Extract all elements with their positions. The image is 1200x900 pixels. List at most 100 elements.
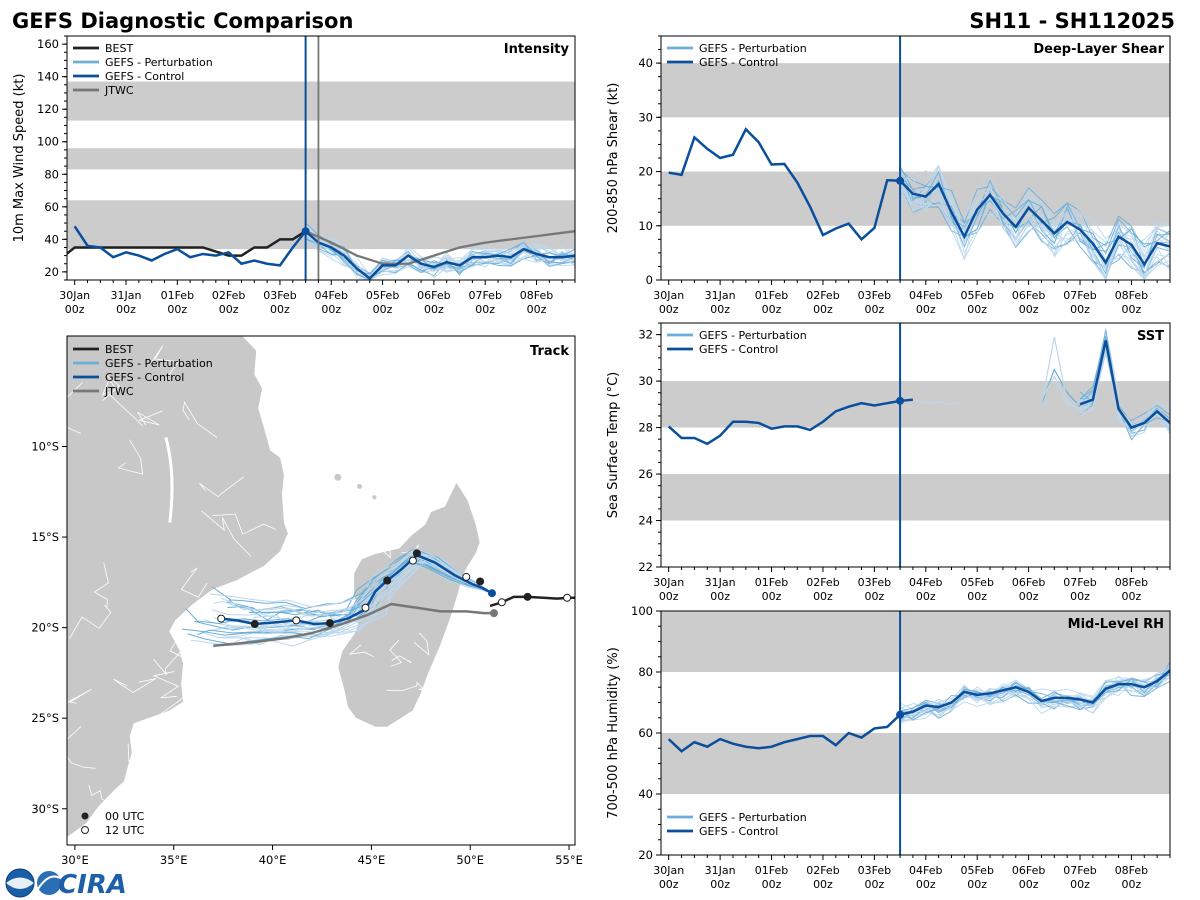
track-lat-tick-label: 20°S (31, 621, 59, 635)
rh-xtick-hour: 00z (659, 878, 679, 891)
admin-boundary (348, 644, 374, 657)
sst-title: SST (1137, 329, 1164, 344)
shear-perturbation-member (899, 177, 1170, 270)
rh-legend-label: GEFS - Control (699, 825, 778, 838)
sst-xtick-hour: 00z (1019, 590, 1039, 603)
track-best-marker (523, 592, 532, 601)
shear-xtick-hour: 00z (710, 303, 730, 316)
sst-band-0 (661, 474, 1170, 521)
sst-perturbation-member (1079, 331, 1107, 400)
track-plot-area (67, 336, 582, 839)
island (575, 644, 582, 651)
intensity-jtwc-line (305, 230, 575, 265)
track-perturbation-member (181, 559, 493, 636)
sst-xtick-label: 31Jan (705, 576, 736, 589)
shear-xtick-label: 02Feb (806, 289, 839, 302)
admin-boundary (413, 632, 430, 656)
sst-xtick-label: 05Feb (960, 576, 993, 589)
intensity-xtick-hour: 00z (65, 303, 85, 316)
rh-xtick-label: 31Jan (705, 864, 736, 877)
lake-malawi (164, 437, 174, 523)
admin-boundary (198, 476, 245, 498)
shear-xtick-label: 01Feb (755, 289, 788, 302)
sst-ylabel: Sea Surface Temp (°C) (606, 372, 621, 519)
intensity-xtick-label: 02Feb (212, 289, 245, 302)
legend-12utc-label: 12 UTC (105, 824, 145, 837)
rh-band-1 (661, 611, 1170, 672)
track-perturbation-member (187, 559, 493, 645)
track-control-marker (361, 603, 370, 612)
noaa-logo (5, 868, 35, 898)
rh-xtick-hour: 00z (1019, 878, 1039, 891)
sst-perturbation-member (1040, 336, 1081, 405)
track-lon-tick-label: 50°E (456, 853, 484, 867)
admin-boundary (180, 567, 208, 598)
sst-xtick-label: 01Feb (755, 576, 788, 589)
rh-xtick-hour: 00z (1122, 878, 1142, 891)
shear-xtick-hour: 00z (1070, 303, 1090, 316)
track-control-marker (412, 549, 421, 558)
track-lon-tick-label: 35°E (160, 853, 188, 867)
track-legend-label: JTWC (104, 385, 134, 398)
rh-ytick-label: 40 (638, 787, 653, 801)
rh-band-0 (661, 733, 1170, 794)
track-perturbation-member (214, 555, 493, 633)
admin-boundary (212, 513, 277, 535)
shear-xtick-label: 06Feb (1012, 289, 1045, 302)
shear-xtick-hour: 00z (762, 303, 782, 316)
intensity-legend-label: JTWC (104, 84, 134, 97)
madagascar-land (337, 480, 481, 728)
intensity-ytick-label: 120 (37, 102, 59, 116)
track-frame (66, 335, 576, 846)
track-panel: 30°E 35°E 40°E 45°E 50°E 55°E 10°S 15°S 20°S 25°S… (31, 335, 583, 867)
admin-boundary (201, 510, 252, 557)
rh-xtick-label: 01Feb (755, 864, 788, 877)
track-lon-tick-label: 30°E (61, 853, 89, 867)
sst-ytick-label: 24 (638, 514, 653, 528)
shear-xtick-hour: 00z (967, 303, 987, 316)
track-lon-tick-label: 45°E (358, 853, 386, 867)
rh-xtick-hour: 00z (1070, 878, 1090, 891)
admin-boundary (182, 401, 218, 438)
sst-xtick-hour: 00z (1122, 590, 1142, 603)
shear-control-line (668, 127, 1170, 267)
intensity-perturbation-member (305, 222, 575, 275)
rh-ytick-label: 20 (638, 848, 653, 862)
figure-title: GEFS Diagnostic Comparison (12, 9, 353, 33)
track-control-marker (250, 620, 259, 629)
track-best-marker (563, 593, 572, 602)
sst-ytick-label: 22 (638, 560, 653, 574)
track-control-marker (292, 616, 301, 625)
sst-legend-label: GEFS - Control (699, 343, 778, 356)
sst-panel: 30Jan00z31Jan00z01Feb00z02Feb00z03Feb00z… (606, 322, 1171, 603)
sst-control-line-late (1079, 340, 1170, 430)
track-jtwc-line (213, 602, 494, 647)
island (372, 495, 377, 500)
sst-frame (660, 322, 1171, 568)
shear-legend-label: GEFS - Control (699, 56, 778, 69)
shear-plot-area (668, 127, 1170, 280)
intensity-ylabel: 10m Max Wind Speed (kt) (12, 74, 27, 243)
sst-ytick-label: 28 (638, 421, 653, 435)
intensity-xtick-hour: 00z (475, 303, 495, 316)
shear-perturbation-member (899, 164, 1170, 258)
rh-xtick-label: 02Feb (806, 864, 839, 877)
intensity-control-line (73, 225, 575, 280)
track-lat-tick-label: 30°S (31, 802, 59, 816)
intensity-xtick-hour: 00z (270, 303, 290, 316)
intensity-legend-label: GEFS - Perturbation (105, 56, 213, 69)
sst-xtick-hour: 00z (813, 590, 833, 603)
shear-xtick-label: 07Feb (1063, 289, 1096, 302)
intensity-ytick-label: 160 (37, 37, 59, 51)
rh-xtick-label: 30Jan (653, 864, 684, 877)
admin-boundary (150, 345, 180, 380)
rh-title: Mid-Level RH (1068, 617, 1164, 632)
intensity-xtick-hour: 00z (167, 303, 187, 316)
shear-xtick-label: 30Jan (653, 289, 684, 302)
intensity-plot-area (67, 222, 575, 280)
intensity-xtick-label: 07Feb (468, 289, 501, 302)
admin-boundary (101, 379, 117, 401)
track-legend-label: BEST (105, 343, 133, 356)
admin-boundary (93, 562, 109, 607)
